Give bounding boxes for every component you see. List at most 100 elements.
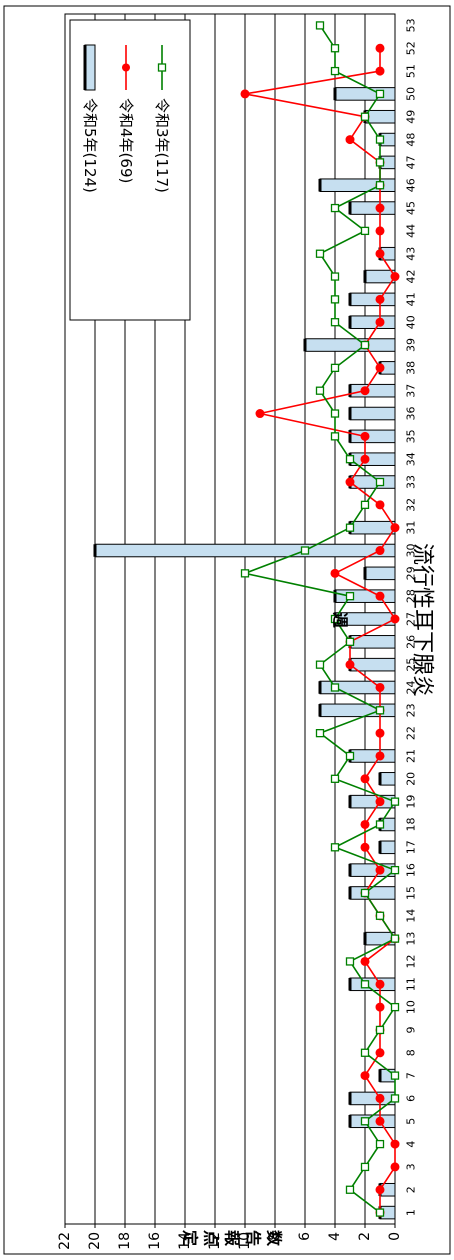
data-point xyxy=(240,89,250,99)
data-point xyxy=(375,1002,385,1012)
bar xyxy=(349,406,396,421)
bar xyxy=(349,201,396,215)
value-tick-label: 14 xyxy=(177,1232,193,1250)
data-point xyxy=(375,158,385,167)
week-tick-label: 1 xyxy=(405,1209,418,1216)
bar xyxy=(334,589,396,603)
value-tick-label: 20 xyxy=(87,1232,103,1250)
data-point xyxy=(375,66,385,76)
week-tick-label: 28 xyxy=(405,589,418,603)
data-point xyxy=(360,819,370,829)
data-point xyxy=(375,911,385,920)
legend-label: 令和5年(124) xyxy=(81,98,99,193)
data-point xyxy=(375,820,385,829)
bar xyxy=(349,635,396,649)
y-axis-label-char: 数 xyxy=(265,1230,284,1247)
data-point xyxy=(315,729,325,738)
bar xyxy=(364,566,396,581)
data-point xyxy=(360,956,370,966)
data-point xyxy=(360,1071,370,1081)
week-tick-label: 13 xyxy=(405,932,418,946)
data-point xyxy=(390,934,400,943)
data-point xyxy=(330,318,340,327)
bar xyxy=(334,87,396,101)
data-point xyxy=(375,1093,385,1103)
data-point xyxy=(375,249,385,259)
week-tick-label: 40 xyxy=(405,315,418,329)
week-tick-label: 52 xyxy=(405,41,418,55)
value-tick-label: 12 xyxy=(207,1232,223,1250)
value-tick-label: 4 xyxy=(327,1232,343,1241)
data-point xyxy=(300,546,310,555)
bar xyxy=(304,338,396,352)
legend-marker xyxy=(157,63,167,72)
value-tick-label: 2 xyxy=(357,1232,373,1241)
data-point xyxy=(315,249,325,258)
week-tick-label: 18 xyxy=(405,817,418,831)
bar xyxy=(379,840,396,855)
data-point xyxy=(330,843,340,852)
data-point xyxy=(360,112,370,121)
data-point xyxy=(390,614,400,624)
week-tick-label: 53 xyxy=(405,18,418,32)
data-point xyxy=(390,272,400,282)
data-point xyxy=(330,568,340,578)
week-tick-label: 50 xyxy=(405,87,418,101)
bar xyxy=(349,749,396,763)
line-series xyxy=(240,21,400,1218)
data-point xyxy=(390,1162,400,1172)
week-tick-label: 8 xyxy=(405,1049,418,1056)
data-point xyxy=(360,1048,370,1057)
data-point xyxy=(315,386,325,395)
data-point xyxy=(330,272,340,281)
data-point xyxy=(375,363,385,373)
data-point xyxy=(375,1208,385,1217)
bar xyxy=(349,383,396,398)
data-point xyxy=(330,203,340,213)
bar xyxy=(379,772,396,786)
data-point xyxy=(360,1162,370,1172)
week-tick-label: 14 xyxy=(405,909,418,923)
data-point xyxy=(390,1139,400,1149)
week-tick-label: 16 xyxy=(405,863,418,877)
data-point xyxy=(390,1002,400,1012)
week-tick-label: 22 xyxy=(405,726,418,740)
week-tick-label: 26 xyxy=(405,635,418,649)
data-point xyxy=(375,865,385,875)
data-point xyxy=(345,135,355,145)
value-tick-label: 16 xyxy=(147,1232,163,1250)
week-tick-label: 42 xyxy=(405,270,418,284)
week-tick-label: 6 xyxy=(405,1095,418,1102)
week-tick-label: 9 xyxy=(405,1026,418,1033)
data-point xyxy=(360,500,370,509)
data-point xyxy=(375,1025,385,1035)
legend: 令和5年(124) 令和4年(69) 令和3年(117) xyxy=(69,19,191,321)
data-point xyxy=(390,1094,400,1103)
data-point xyxy=(315,21,325,30)
week-tick-label: 48 xyxy=(405,133,418,147)
x-axis-label: 週 xyxy=(331,612,350,628)
bar xyxy=(349,315,396,329)
data-point xyxy=(375,226,385,236)
data-point xyxy=(345,637,355,646)
week-tick-label: 21 xyxy=(405,749,418,763)
data-point xyxy=(375,1185,385,1195)
bar xyxy=(349,977,396,992)
week-tick-label: 30 xyxy=(405,544,418,558)
y-axis-label: 定点報告数 xyxy=(181,1229,284,1247)
data-point xyxy=(345,751,355,761)
value-tick-label: 8 xyxy=(267,1232,283,1241)
data-point xyxy=(375,317,385,327)
week-tick-label: 10 xyxy=(405,1000,418,1014)
data-point xyxy=(390,1071,400,1080)
data-point xyxy=(330,409,340,418)
data-point xyxy=(360,888,370,898)
data-point xyxy=(375,979,385,989)
data-point xyxy=(375,181,385,190)
data-point xyxy=(345,957,355,966)
week-tick-label: 23 xyxy=(405,703,418,717)
legend-marker xyxy=(122,63,130,72)
week-tick-label: 51 xyxy=(405,64,418,78)
week-tick-labels: 1234567891011121314151617181920212223242… xyxy=(405,18,418,1216)
y-axis-label-char: 定 xyxy=(181,1229,200,1246)
